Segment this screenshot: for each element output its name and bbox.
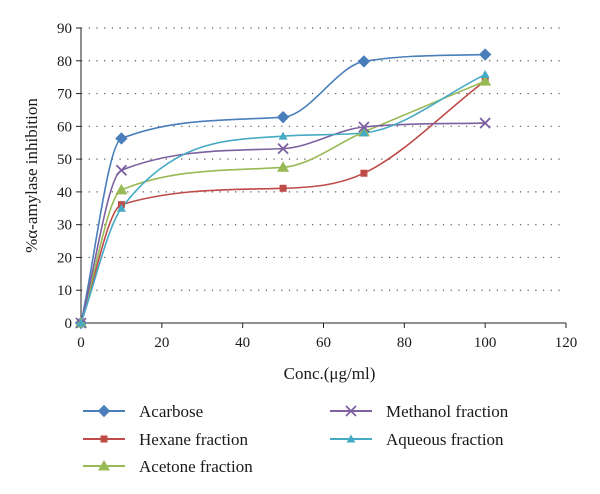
data-point [278,131,288,140]
y-tick-label: 0 [65,316,73,332]
gridlines [81,27,566,291]
data-point [277,142,289,155]
y-axis-title: %α-amylase inhibition [22,98,41,253]
series-line [80,80,486,324]
x-tick-label: 20 [154,335,169,351]
x-tick-label: 100 [474,335,497,351]
data-point [76,318,86,327]
legend-item: Aqueous fraction [330,430,504,449]
x-tick-label: 40 [235,335,250,351]
y-tick-label: 70 [57,87,72,103]
data-point [358,121,370,133]
y-tick-label: 30 [57,218,72,234]
legend-swatch-marker [98,460,110,471]
data-point [478,48,492,61]
data-point [479,117,491,129]
legend-swatch-marker [100,435,108,443]
y-tick-label: 60 [57,119,72,135]
data-point [480,70,490,79]
data-point [279,184,287,192]
data-point [277,161,290,172]
x-axis-title: Conc.(μg/ml) [284,364,376,383]
legend-item: Hexane fraction [83,430,249,449]
data-point [276,110,290,124]
x-tick-labels: 0 20 40 60 80 100 120 [77,335,577,351]
y-tick-label: 40 [57,185,72,201]
data-point [357,55,371,68]
y-tick-label: 90 [57,21,72,37]
legend-label: Acetone fraction [139,457,253,476]
data-point [479,75,492,86]
y-tick-labels: 0 10 20 30 40 50 60 70 80 90 [57,21,72,332]
x-tick-label: 0 [77,335,85,351]
data-point [115,132,128,145]
legend-swatch-marker [97,404,111,418]
data-point [359,128,369,137]
y-tick-label: 10 [57,283,72,299]
series-line [80,122,486,324]
legend-item: Methanol fraction [330,402,509,421]
legend-swatch-marker [345,405,357,417]
legend-label: Methanol fraction [386,402,509,421]
data-point [360,169,368,177]
series-markers [74,48,492,330]
data-point [115,164,128,176]
legend-item: Acarbose [83,402,203,421]
y-tick-label: 80 [57,54,72,70]
y-tick-label: 20 [57,250,72,266]
x-tick-label: 80 [397,335,412,351]
x-tick-label: 60 [316,335,331,351]
series-line [80,53,486,324]
data-point [116,203,126,212]
x-tick-label: 120 [555,335,578,351]
y-tick-label: 50 [57,152,72,168]
series-line [80,73,486,324]
legend-swatch-marker [346,434,356,443]
legend: Acarbose Hexane fraction Acetone fraction M… [83,402,509,476]
data-point [115,183,128,195]
legend-item: Acetone fraction [83,457,253,476]
axes [76,27,567,328]
legend-label: Aqueous fraction [386,430,504,449]
legend-label: Hexane fraction [139,430,249,449]
legend-label: Acarbose [139,402,203,421]
